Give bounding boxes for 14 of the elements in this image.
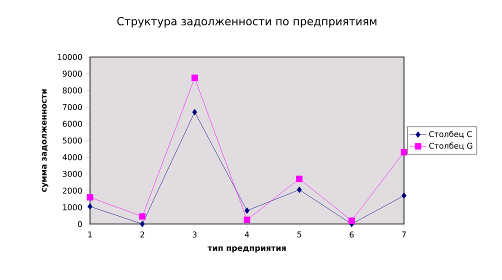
point: [139, 213, 146, 220]
point: [86, 194, 94, 200]
chart-title: Структура задолженности по предприятиям: [117, 17, 376, 28]
point: [88, 203, 92, 210]
point: [244, 216, 250, 224]
point: [191, 74, 198, 82]
point: [402, 192, 406, 199]
point: [400, 148, 408, 156]
point: [140, 220, 145, 228]
point: [296, 186, 302, 193]
point: [244, 207, 250, 214]
point: [296, 176, 303, 182]
point: [192, 108, 198, 116]
point: [348, 217, 355, 224]
